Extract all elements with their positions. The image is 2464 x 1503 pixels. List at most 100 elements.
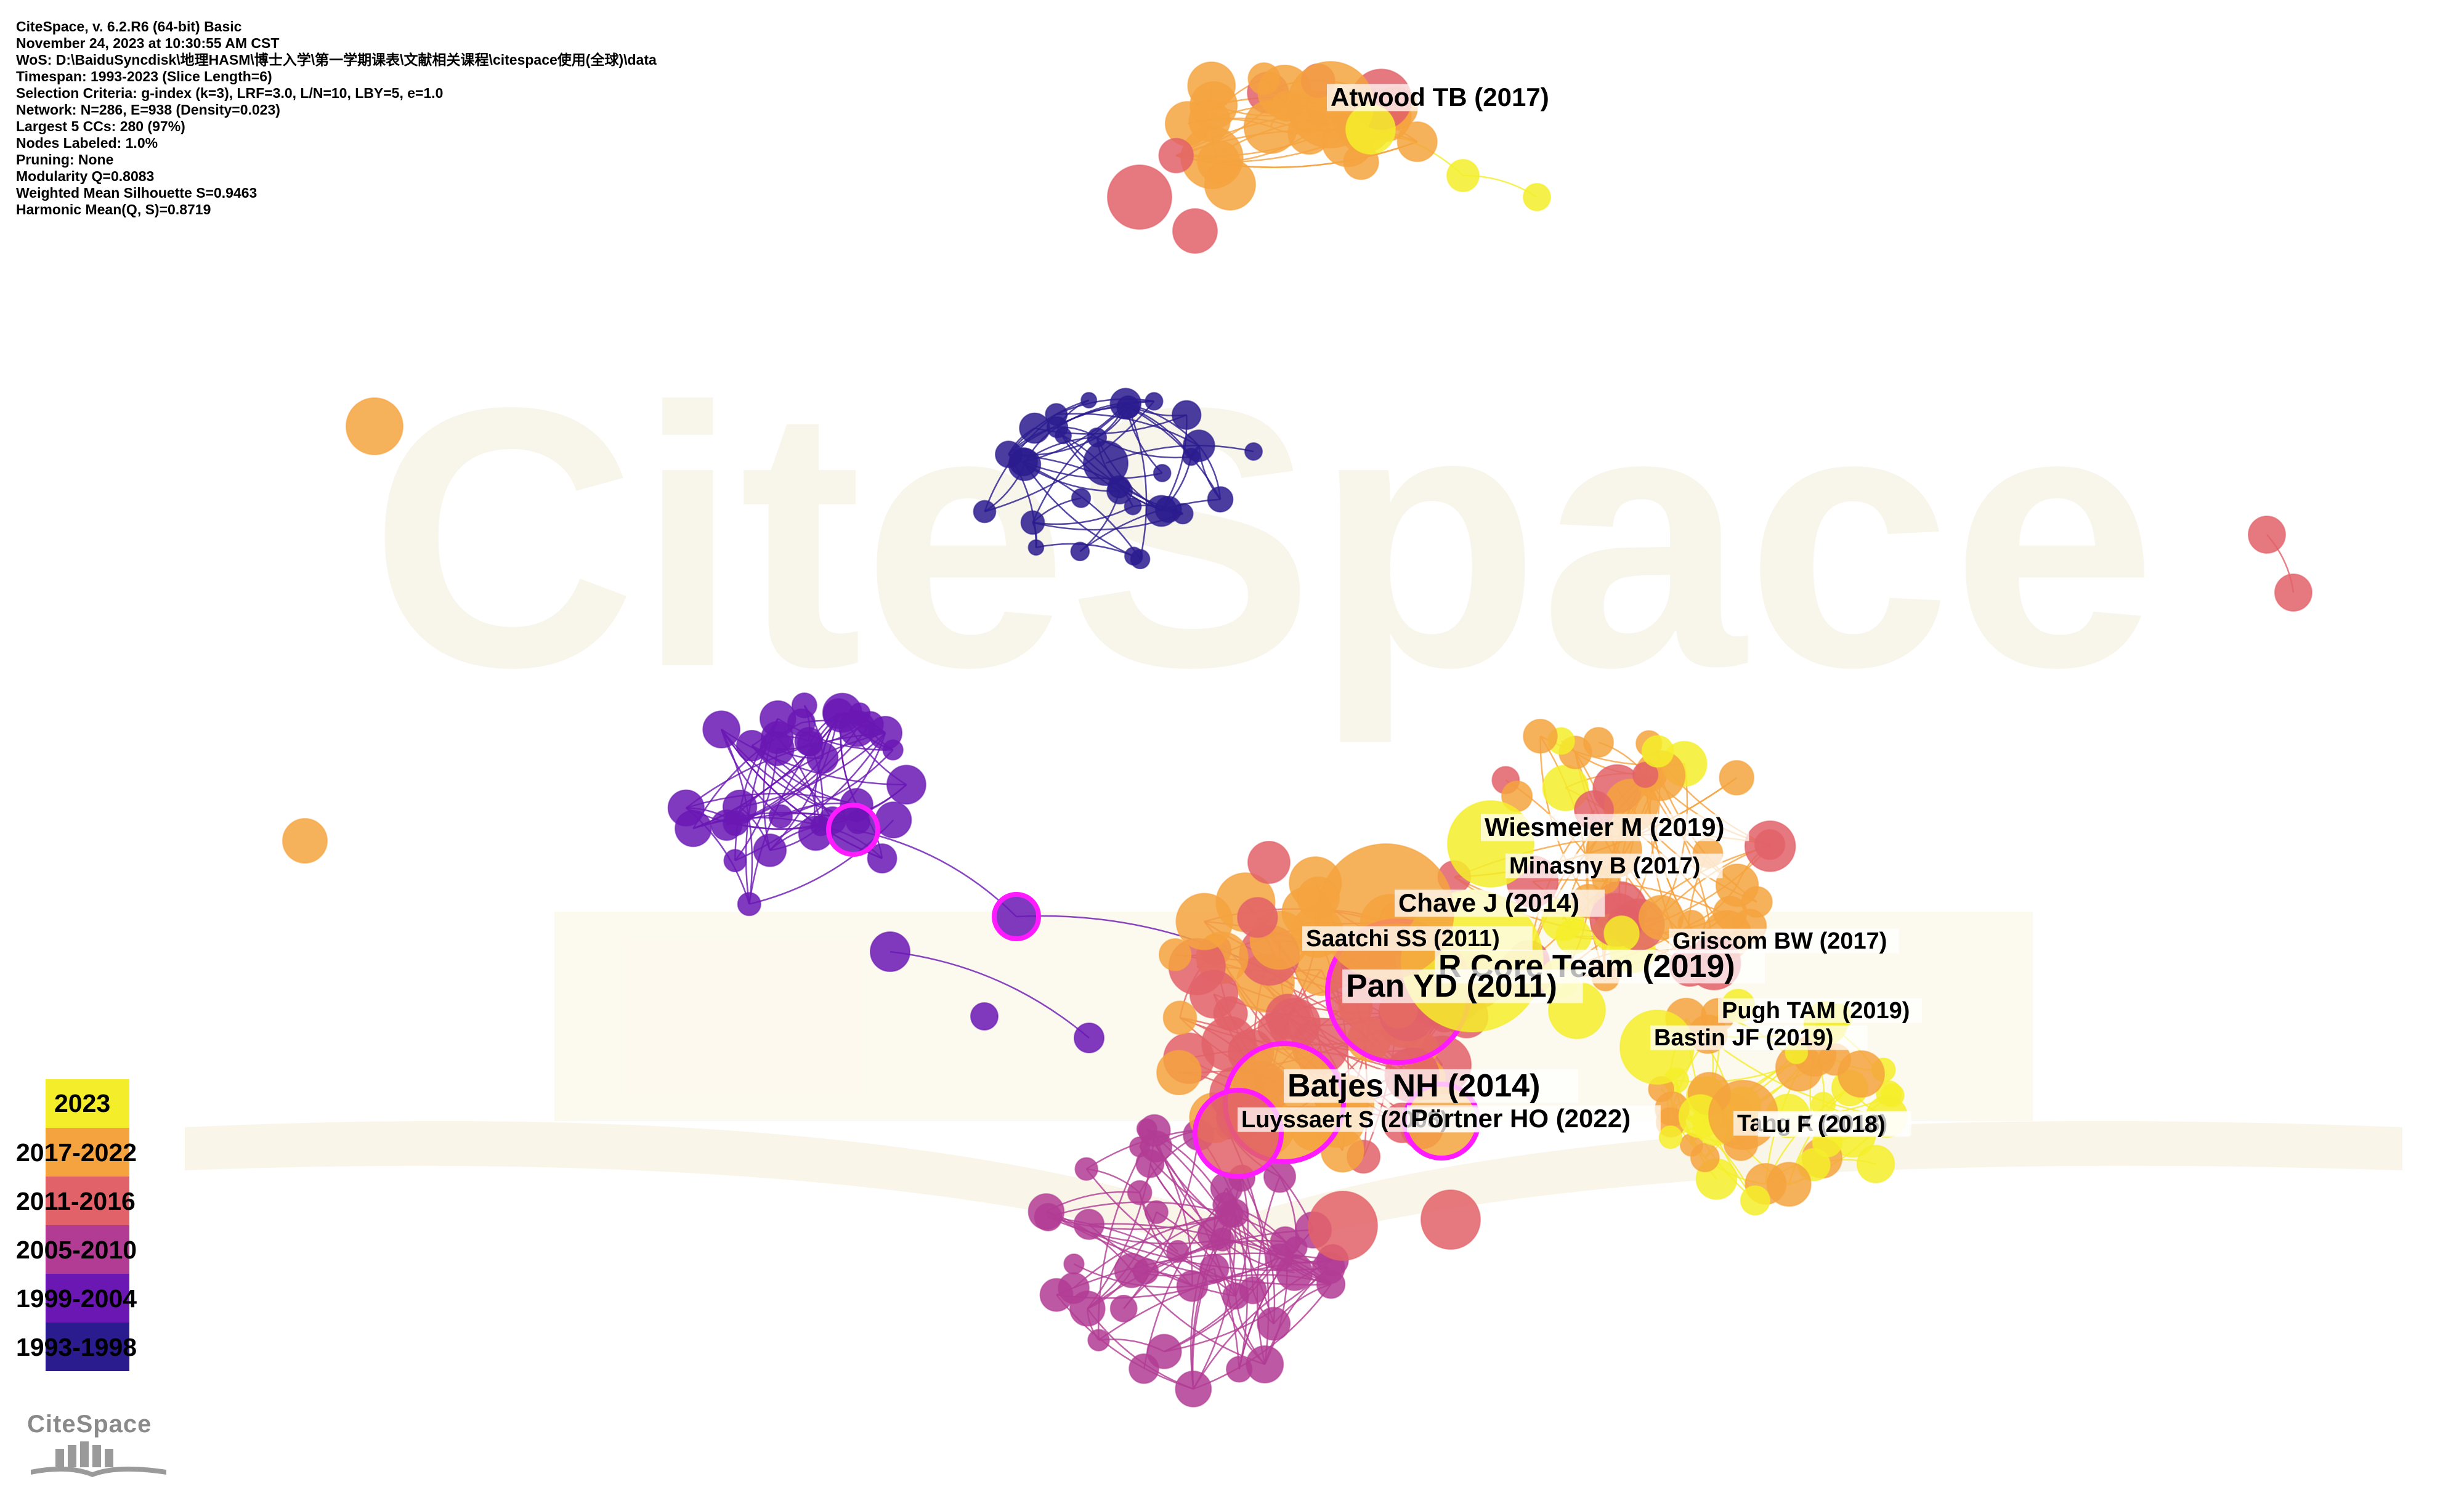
legend-label-2005-2010: 2005-2010 bbox=[16, 1236, 137, 1264]
citation-node bbox=[675, 809, 712, 848]
citation-node bbox=[1158, 938, 1192, 971]
citation-edge bbox=[890, 950, 1090, 1039]
citation-node bbox=[1019, 412, 1050, 444]
citation-node bbox=[1124, 497, 1142, 516]
node-label-background bbox=[1481, 814, 1749, 841]
citation-node bbox=[1420, 1189, 1481, 1250]
citation-node bbox=[1109, 1294, 1138, 1323]
citation-node bbox=[992, 892, 1041, 941]
citation-edge bbox=[1032, 505, 1133, 525]
info-line: Largest 5 CCs: 280 (97%) bbox=[16, 118, 185, 134]
citation-node bbox=[282, 818, 328, 864]
node-label-background bbox=[1327, 84, 1566, 111]
legend-swatch-2011-2016 bbox=[46, 1177, 129, 1225]
citation-node bbox=[1127, 1180, 1153, 1205]
info-line: Harmonic Mean(Q, S)=0.8719 bbox=[16, 201, 211, 217]
citation-node bbox=[1237, 897, 1278, 938]
network-summary-info: CiteSpace, v. 6.2.R6 (64-bit) Basic Nove… bbox=[16, 18, 657, 218]
citation-node bbox=[1129, 1136, 1151, 1158]
logo-text: CiteSpace bbox=[27, 1411, 152, 1438]
node-label-background bbox=[1342, 969, 1583, 1003]
citation-edge bbox=[1056, 413, 1199, 447]
legend-swatch-2005-2010 bbox=[46, 1225, 129, 1274]
citation-node bbox=[1204, 158, 1257, 211]
watermark-text: CiteSpace bbox=[370, 331, 2157, 746]
citation-node bbox=[1446, 159, 1480, 192]
node-label-background bbox=[1650, 1025, 1868, 1050]
legend-swatch-1993-1998 bbox=[46, 1323, 129, 1371]
citation-edge bbox=[853, 828, 1017, 917]
citation-edge bbox=[1127, 407, 1148, 559]
citation-node bbox=[1766, 1162, 1812, 1207]
citation-node bbox=[1116, 395, 1140, 419]
citation-node bbox=[870, 931, 910, 972]
citation-node bbox=[722, 789, 758, 825]
citation-node bbox=[1132, 1258, 1159, 1285]
citation-node bbox=[1158, 137, 1194, 174]
citation-node bbox=[768, 804, 793, 828]
citation-node bbox=[737, 892, 761, 917]
network-nodes bbox=[282, 61, 2312, 1408]
citation-edge bbox=[769, 713, 840, 851]
citation-edge bbox=[780, 749, 894, 817]
citation-node bbox=[1071, 488, 1092, 508]
legend-label-1993-1998: 1993-1998 bbox=[16, 1333, 137, 1361]
citation-node bbox=[995, 440, 1023, 468]
citation-node bbox=[2274, 573, 2312, 612]
citation-edge bbox=[984, 400, 1155, 512]
node-label-background bbox=[1669, 928, 1899, 954]
citation-node bbox=[1308, 1191, 1378, 1261]
citation-node bbox=[1020, 510, 1045, 535]
citation-node bbox=[1145, 495, 1178, 527]
citation-edge bbox=[1234, 1178, 1249, 1297]
node-label-background bbox=[1758, 1112, 1910, 1137]
node-label-background bbox=[1395, 889, 1605, 917]
citation-edge bbox=[1156, 1211, 1237, 1297]
citation-node bbox=[1638, 894, 1684, 941]
citation-node bbox=[1175, 893, 1233, 950]
citation-node bbox=[1129, 1353, 1159, 1384]
node-label: Pugh TAM (2019) bbox=[1722, 998, 1910, 1024]
citation-node bbox=[1027, 1193, 1065, 1230]
citation-node bbox=[1523, 183, 1551, 211]
citation-node bbox=[1856, 1144, 1895, 1183]
info-line: Weighted Mean Silhouette S=0.9463 bbox=[16, 185, 257, 201]
citation-node bbox=[2248, 516, 2286, 554]
citation-node bbox=[1523, 718, 1558, 754]
citation-node bbox=[1107, 164, 1172, 230]
citation-node bbox=[1189, 970, 1239, 1019]
legend-swatch-2023 bbox=[46, 1079, 129, 1128]
node-labels: Atwood TB (2017) Wiesmeier M (2019) Minasn… bbox=[1238, 83, 1923, 1138]
citation-node bbox=[838, 710, 876, 747]
citation-node bbox=[1145, 392, 1164, 411]
citation-node bbox=[723, 849, 747, 873]
node-label: Bastin JF (2019) bbox=[1654, 1025, 1833, 1051]
citation-node bbox=[1145, 1200, 1169, 1225]
citation-node bbox=[1070, 541, 1090, 562]
legend-swatch-2017-2022 bbox=[46, 1128, 129, 1177]
node-label: Chave J (2014) bbox=[1398, 888, 1579, 917]
citation-node bbox=[1175, 1370, 1212, 1408]
citation-edge bbox=[1085, 1168, 1254, 1291]
legend-label-2011-2016: 2011-2016 bbox=[16, 1187, 136, 1215]
citation-node bbox=[1265, 1243, 1294, 1272]
info-line: Network: N=286, E=938 (Density=0.023) bbox=[16, 102, 280, 118]
info-line: Timespan: 1993-2023 (Slice Length=6) bbox=[16, 68, 272, 84]
citation-node bbox=[1162, 1000, 1198, 1035]
citation-node bbox=[1247, 841, 1291, 884]
citation-node bbox=[1690, 1143, 1720, 1173]
citation-node bbox=[1153, 464, 1172, 482]
legend-swatch-1999-2004 bbox=[46, 1274, 129, 1323]
citation-node bbox=[1073, 1209, 1105, 1240]
info-line: Modularity Q=0.8083 bbox=[16, 168, 155, 184]
node-label: Lu F (2018) bbox=[1762, 1112, 1886, 1138]
citation-node bbox=[1244, 442, 1263, 461]
citation-node bbox=[753, 833, 787, 867]
info-line: Nodes Labeled: 1.0% bbox=[16, 135, 158, 151]
node-label: Atwood TB (2017) bbox=[1331, 83, 1549, 111]
legend-label-1999-2004: 1999-2004 bbox=[16, 1284, 137, 1313]
citation-node bbox=[1063, 1253, 1085, 1275]
info-line: Selection Criteria: g-index (k=3), LRF=3… bbox=[16, 85, 444, 101]
node-label: Saatchi SS (2011) bbox=[1306, 926, 1500, 952]
